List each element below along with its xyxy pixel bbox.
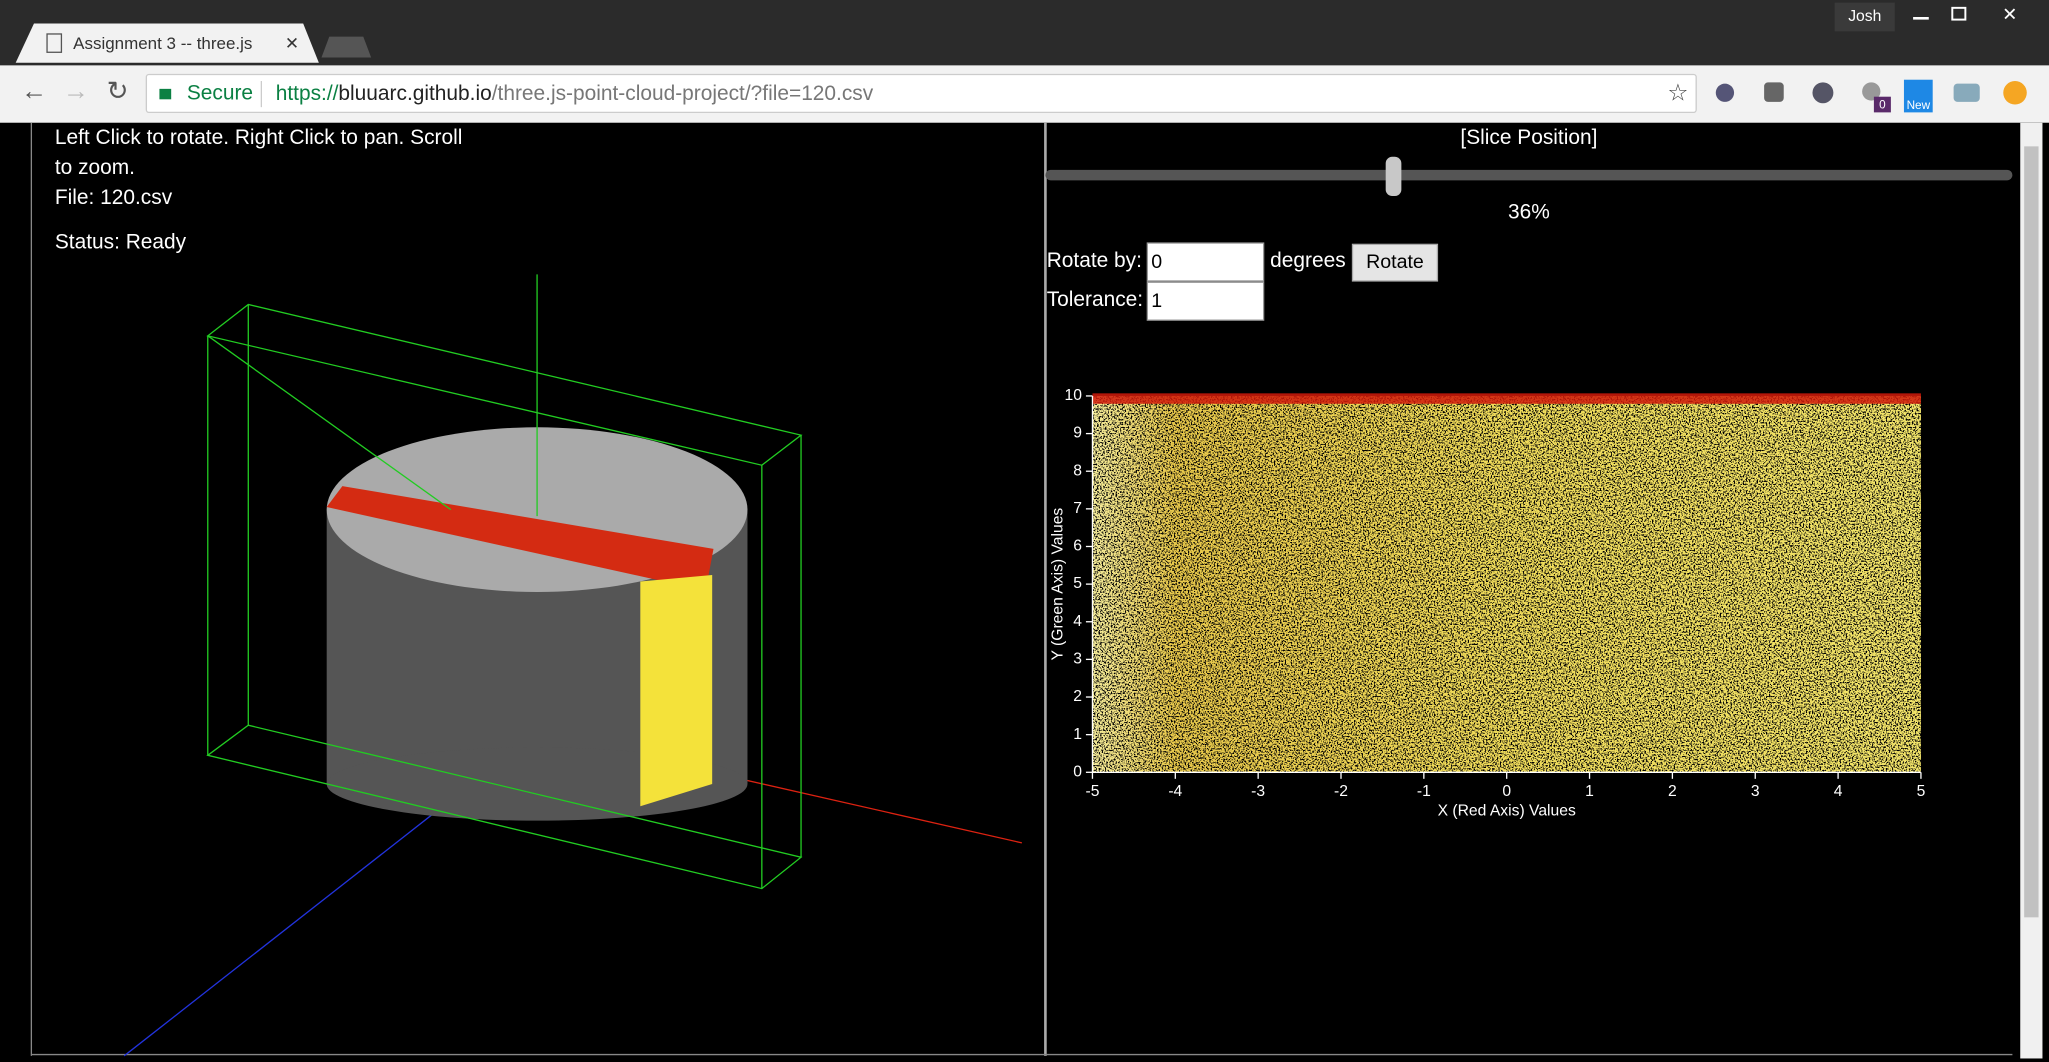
extension-icon[interactable] bbox=[1812, 82, 1834, 104]
slider-thumb[interactable] bbox=[1385, 156, 1402, 197]
instructions: Left Click to rotate. Right Click to pan… bbox=[55, 126, 463, 149]
x-axis-label: X (Red Axis) Values bbox=[1438, 803, 1576, 820]
address-bar[interactable] bbox=[145, 73, 1697, 114]
status-label: Status: Ready bbox=[55, 231, 187, 254]
rotate-button[interactable] bbox=[1351, 243, 1439, 282]
x-tick-label: 0 bbox=[1502, 783, 1511, 800]
url-path: /three.js-point-cloud-project/?file=120.… bbox=[492, 82, 874, 105]
y-tick-label: 6 bbox=[1073, 538, 1082, 555]
rotate-input[interactable] bbox=[1146, 242, 1265, 282]
y-tick-label: 2 bbox=[1073, 688, 1082, 705]
extension-icon[interactable] bbox=[1715, 83, 1735, 102]
axis-z bbox=[123, 809, 439, 1057]
y-tick-label: 3 bbox=[1073, 651, 1082, 668]
new-tab[interactable] bbox=[321, 36, 372, 58]
x-tick-label: -2 bbox=[1334, 783, 1348, 800]
y-tick-label: 4 bbox=[1073, 613, 1082, 630]
tab-icon bbox=[46, 33, 63, 53]
x-tick-label: 4 bbox=[1834, 783, 1843, 800]
x-tick-label: 1 bbox=[1585, 783, 1594, 800]
secure-label: Secure bbox=[187, 82, 253, 105]
y-tick-label: 5 bbox=[1073, 575, 1082, 592]
user-box[interactable] bbox=[1834, 2, 1895, 32]
url: https://bluuarc.github.io/three.js-point… bbox=[276, 82, 874, 105]
url-scheme: https:// bbox=[276, 82, 339, 105]
user-name: Josh bbox=[1848, 8, 1881, 25]
tab-close[interactable]: ✕ bbox=[285, 34, 299, 53]
rotate-unit: degrees bbox=[1270, 249, 1346, 272]
rotate-input-value: 0 bbox=[1151, 251, 1162, 273]
slider-label: [Slice Position] bbox=[1460, 126, 1597, 149]
tolerance-label: Tolerance: bbox=[1047, 288, 1143, 311]
slider-value: 36% bbox=[1508, 201, 1550, 224]
tolerance-input-value: 1 bbox=[1151, 290, 1162, 312]
extension-icon[interactable] bbox=[1953, 83, 1980, 102]
slice-face bbox=[640, 574, 713, 807]
scrollbar-thumb[interactable] bbox=[2024, 146, 2039, 918]
x-tick-label: 5 bbox=[1917, 783, 1926, 800]
y-tick-label: 10 bbox=[1065, 387, 1083, 404]
y-tick-label: 7 bbox=[1073, 500, 1082, 517]
instructions: to zoom. bbox=[55, 156, 135, 179]
y-tick-label: 0 bbox=[1073, 763, 1082, 780]
y-tick-label: 1 bbox=[1073, 726, 1082, 743]
forward-button[interactable]: → bbox=[63, 76, 89, 106]
extension-icon[interactable] bbox=[1764, 82, 1784, 102]
badge bbox=[1873, 96, 1891, 113]
x-tick-label: -5 bbox=[1085, 783, 1099, 800]
maximize[interactable] bbox=[1951, 6, 1967, 21]
tab[interactable] bbox=[15, 23, 319, 63]
back-button[interactable]: ← bbox=[21, 76, 47, 106]
x-tick-label: -1 bbox=[1417, 783, 1431, 800]
new-badge: New bbox=[1907, 99, 1931, 112]
x-tick-label: 3 bbox=[1751, 783, 1760, 800]
point-cloud bbox=[1092, 393, 1921, 773]
x-tick-label: -4 bbox=[1168, 783, 1182, 800]
y-tick-label: 9 bbox=[1073, 425, 1082, 442]
extension-icon[interactable] bbox=[1862, 82, 1881, 101]
reload-button[interactable]: ↻ bbox=[107, 76, 129, 106]
rotate-button-label: Rotate bbox=[1366, 251, 1424, 273]
bookmark-star[interactable]: ☆ bbox=[1667, 79, 1688, 105]
x-tick-label: -3 bbox=[1251, 783, 1265, 800]
update-icon[interactable] bbox=[2003, 81, 2027, 105]
slice-top bbox=[326, 486, 714, 591]
points-top-edge bbox=[1092, 393, 1921, 404]
y-axis-label: Y (Green Axis) Values bbox=[1050, 508, 1067, 661]
bounding-box bbox=[206, 303, 803, 890]
tab-title: Assignment 3 -- three.js bbox=[73, 34, 252, 53]
tolerance-input[interactable] bbox=[1146, 281, 1265, 321]
badge-count: 0 bbox=[1879, 98, 1886, 111]
extension-icon[interactable] bbox=[1903, 79, 1933, 113]
close[interactable]: ✕ bbox=[2002, 4, 2017, 25]
points-gaps bbox=[1092, 395, 1921, 773]
x-tick-label: 2 bbox=[1668, 783, 1677, 800]
file-label: File: 120.csv bbox=[55, 186, 173, 209]
slider-track[interactable] bbox=[1045, 169, 2013, 181]
y-tick-label: 8 bbox=[1073, 462, 1082, 479]
axis-x bbox=[705, 770, 1023, 844]
lock-icon bbox=[159, 88, 172, 100]
url-host: bluuarc.github.io bbox=[338, 82, 491, 105]
scene-3d[interactable] bbox=[123, 274, 1023, 1057]
rotate-label: Rotate by: bbox=[1047, 249, 1142, 272]
